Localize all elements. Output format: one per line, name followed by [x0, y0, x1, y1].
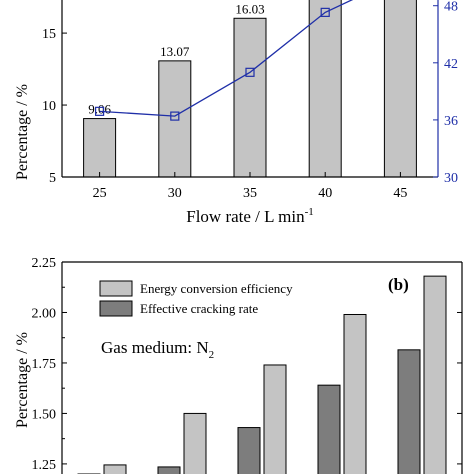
bar-35: [233, 17, 267, 178]
bar-series-1: [317, 384, 341, 474]
bar-series-2: [263, 364, 287, 474]
y-tick-label: 1.50: [32, 407, 57, 422]
legend-label: Effective cracking rate: [140, 301, 258, 316]
line-marker: [170, 111, 180, 121]
legend-label: Energy conversion efficiency: [140, 281, 293, 296]
y-axis-title: Percentage / %: [14, 332, 31, 428]
y-tick-label: 2.25: [32, 256, 57, 271]
y2-tick-label: 30: [444, 171, 458, 186]
y2-tick-label: 36: [444, 114, 458, 129]
data-label: 9.06: [88, 102, 111, 117]
y-tick-label: 2.00: [32, 306, 57, 321]
bar-series-1: [157, 466, 181, 474]
x-axis-title: Flow rate / L min-1: [186, 206, 314, 226]
bar-30: [158, 60, 192, 178]
data-label: 16.03: [235, 1, 264, 16]
y-tick-label: 1.25: [32, 458, 57, 473]
line-marker: [94, 106, 105, 116]
y-tick-label: 10: [42, 99, 56, 114]
line-marker: [245, 67, 255, 77]
x-tick-label: 40: [318, 186, 332, 201]
y-tick-label: 1.75: [32, 357, 57, 372]
series-line: [99, 0, 354, 117]
annotation: Gas medium: N2: [101, 338, 214, 361]
panel-label: (b): [388, 275, 409, 294]
bar-40: [308, 0, 342, 178]
y-axis-title: Percentage / %: [14, 84, 31, 180]
bar-series-2: [183, 412, 207, 474]
x-tick-label: 30: [168, 186, 182, 201]
y-tick-label: 15: [42, 27, 56, 42]
bar-series-2: [423, 275, 447, 474]
bar-45: [383, 0, 417, 178]
x-tick-label: 25: [93, 186, 107, 201]
bar-series-2: [343, 313, 367, 474]
panel-b-chart: 1.25 1.50 1.75 2.00 2.25 Energy conversion ef…: [14, 256, 463, 474]
x-tick-label: 35: [243, 186, 257, 201]
data-label: 13.07: [160, 44, 190, 59]
y2-tick-label: 48: [444, 0, 458, 15]
y2-tick-label: 42: [444, 57, 458, 72]
legend-swatch: [99, 300, 133, 317]
y-tick-label: 5: [49, 171, 56, 186]
bar-series-1: [397, 349, 421, 474]
bar-series-1: [237, 427, 261, 474]
bar-25: [83, 118, 117, 178]
bar-series-2: [103, 464, 127, 474]
panel-a-chart: 9.06 13.07 16.03 5 10 15 30 36 42 48 25 30 35 40 45 Flo…: [14, 0, 458, 226]
line-marker: [320, 7, 330, 17]
legend-swatch: [99, 280, 133, 297]
x-tick-label: 45: [393, 186, 407, 201]
